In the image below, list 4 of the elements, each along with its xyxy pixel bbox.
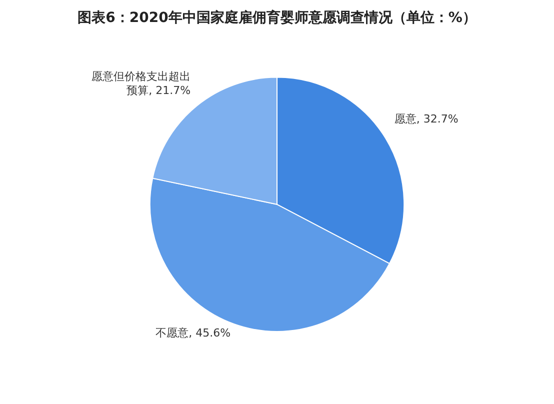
chart-title: 图表6：2020年中国家庭雇佣育婴师意愿调查情况（单位：%） <box>78 9 476 26</box>
slice-label: 不愿意, 45.6% <box>156 326 231 340</box>
slice-label: 愿意但价格支出超出预算, 21.7% <box>92 70 191 97</box>
slice-label: 愿意, 32.7% <box>394 112 458 126</box>
